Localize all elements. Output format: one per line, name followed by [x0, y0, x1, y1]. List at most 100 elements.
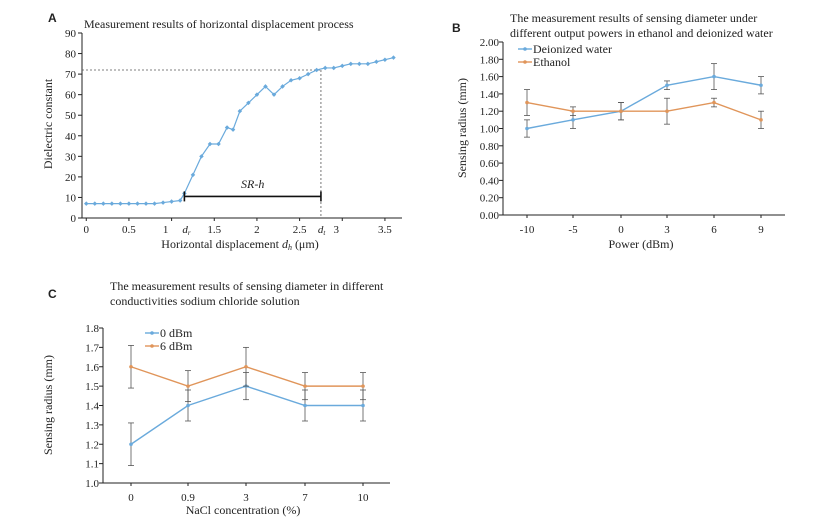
panel-a-data-point — [224, 125, 230, 130]
panel-b-legend-marker — [523, 47, 527, 51]
panel-c-title-line-1: The measurement results of sensing diame… — [110, 279, 384, 293]
panel-b-data-point — [571, 109, 575, 113]
panel-a-title: Measurement results of horizontal displa… — [84, 17, 354, 31]
panel-c-legend-label: 0 dBm — [160, 326, 193, 340]
panel-c-x-tick-label: 7 — [302, 492, 308, 504]
panel-c-title-line-2: conductivities sodium chloride solution — [110, 294, 300, 308]
panel-b-data-point — [712, 100, 716, 105]
panel-b-data-point — [665, 109, 669, 113]
panel-a-data-point — [340, 63, 345, 69]
panel-a-data-point — [382, 57, 388, 62]
panel-a-dr-label-main: d — [182, 224, 188, 236]
panel-b-y-tick-label: 0.20 — [480, 193, 500, 205]
panel-c-series-line — [130, 385, 363, 445]
panel-a-data-point — [246, 100, 251, 106]
panel-c-data-point — [303, 403, 307, 408]
panel-b-x-tick-label: -10 — [520, 224, 535, 236]
panel-a-srh-label: SR-h — [241, 177, 264, 191]
panel-a-data-point — [143, 201, 149, 206]
panel-c-x-tick-label: 3 — [243, 492, 249, 504]
panel-b-x-tick-label: 0 — [618, 224, 624, 236]
panel-b-xlabel: Power (dBm) — [609, 237, 674, 251]
panel-a: A Measurement results of horizontal disp… — [41, 11, 402, 252]
panel-c: C The measurement results of sensing dia… — [41, 279, 390, 517]
panel-b-data-point — [619, 109, 623, 113]
panel-a-guides — [82, 69, 322, 218]
panel-c-y-tick-label: 1.6 — [85, 362, 99, 374]
panel-b-series-0 — [524, 63, 764, 138]
panel-c-y-tick-label: 1.8 — [85, 323, 99, 335]
panel-b-ylabel: Sensing radius (mm) — [455, 78, 469, 178]
panel-c-x-tick-label: 10 — [358, 492, 370, 504]
panel-c-series-1 — [128, 345, 366, 403]
panel-b-y-tick-label: 1.60 — [480, 72, 500, 84]
panel-b-data-point — [571, 118, 575, 122]
panel-a-x-tick-label: 2.5 — [293, 224, 307, 236]
panel-a-y-tick-label: 20 — [65, 172, 77, 184]
panel-c-legend-label: 6 dBm — [160, 339, 193, 353]
panel-b-series — [524, 63, 764, 138]
panel-a-y-tick-label: 50 — [65, 110, 77, 122]
panel-c-x-tick-label: 0 — [128, 492, 134, 504]
panel-a-y-tick-label: 40 — [65, 131, 77, 143]
panel-c-series-line — [130, 366, 363, 387]
panel-c-y-tick-label: 1.7 — [85, 342, 99, 354]
panel-a-data-point — [190, 172, 196, 178]
panel-c-y-tick-label: 1.1 — [85, 459, 99, 471]
panel-b-series-line — [526, 101, 762, 121]
panel-a-data-point — [391, 55, 396, 60]
panel-c-legend-marker — [150, 331, 154, 335]
panel-a-data-point — [160, 200, 166, 205]
panel-a-x-tick-label: 1 — [163, 224, 169, 236]
panel-a-letter: A — [48, 11, 57, 25]
panel-b-y-tick-label: 1.80 — [480, 54, 500, 66]
panel-b-data-point — [759, 83, 763, 88]
panel-b-letter: B — [452, 21, 461, 35]
panel-b-series-line — [526, 75, 762, 130]
panel-a-data-point — [109, 201, 115, 206]
panel-b: B The measurement results of sensing dia… — [452, 11, 785, 251]
panel-b-legend-label: Ethanol — [533, 55, 571, 69]
panel-a-data-point — [305, 71, 311, 77]
panel-c-x-tick-label: 0.9 — [181, 492, 195, 504]
panel-c-data-point — [186, 403, 190, 408]
panel-c-y-tick-label: 1.2 — [85, 439, 99, 451]
panel-a-data-point — [348, 61, 354, 67]
panel-a-x-ticks: 0 0.5 1 1.5 2 2.5 3 3.5 — [84, 218, 392, 236]
panel-a-y-tick-label: 10 — [65, 192, 77, 204]
panel-c-legend-marker — [150, 344, 154, 348]
panel-a-data-point — [314, 67, 319, 73]
panel-a-data-point — [331, 65, 336, 71]
panel-b-data-point — [525, 100, 529, 105]
panel-c-y-ticks: 1.0 1.1 1.2 1.3 1.4 1.5 1.6 1.7 1.8 — [85, 323, 103, 490]
panel-a-x-tick-label: 2 — [254, 224, 260, 236]
panel-b-y-tick-label: 0.00 — [480, 210, 500, 222]
panel-c-data-point — [361, 403, 365, 408]
panel-a-x-tick-label: 3.5 — [378, 224, 392, 236]
panel-a-x-tick-label: 0.5 — [122, 224, 136, 236]
panel-b-y-tick-label: 1.40 — [480, 89, 500, 101]
panel-c-data-point — [129, 442, 133, 447]
panel-a-data-point — [101, 201, 106, 206]
panel-c-letter: C — [48, 287, 57, 301]
panel-a-dt-label: dt — [318, 224, 327, 237]
panel-a-y-ticks: 0 10 20 30 40 50 60 70 80 90 — [65, 28, 82, 225]
panel-c-data-point — [361, 384, 365, 388]
panel-b-y-tick-label: 1.20 — [480, 106, 500, 118]
panel-b-y-tick-label: 0.80 — [480, 141, 500, 153]
panel-b-x-tick-label: -5 — [568, 224, 578, 236]
panel-a-x-tick-label: 3 — [334, 224, 340, 236]
panel-c-series — [128, 345, 366, 466]
panel-a-dr-label-sub: r — [188, 229, 191, 237]
panel-b-data-point — [665, 83, 669, 88]
panel-a-data-point — [84, 201, 89, 206]
panel-a-data-point — [126, 201, 132, 206]
panel-b-x-tick-label: 3 — [664, 224, 670, 236]
panel-b-x-ticks: -10 -5 0 3 6 9 — [520, 215, 764, 236]
panel-a-dt-label-sub: t — [323, 229, 326, 237]
panel-a-y-tick-label: 80 — [65, 49, 77, 61]
panel-a-data-point — [216, 141, 221, 147]
